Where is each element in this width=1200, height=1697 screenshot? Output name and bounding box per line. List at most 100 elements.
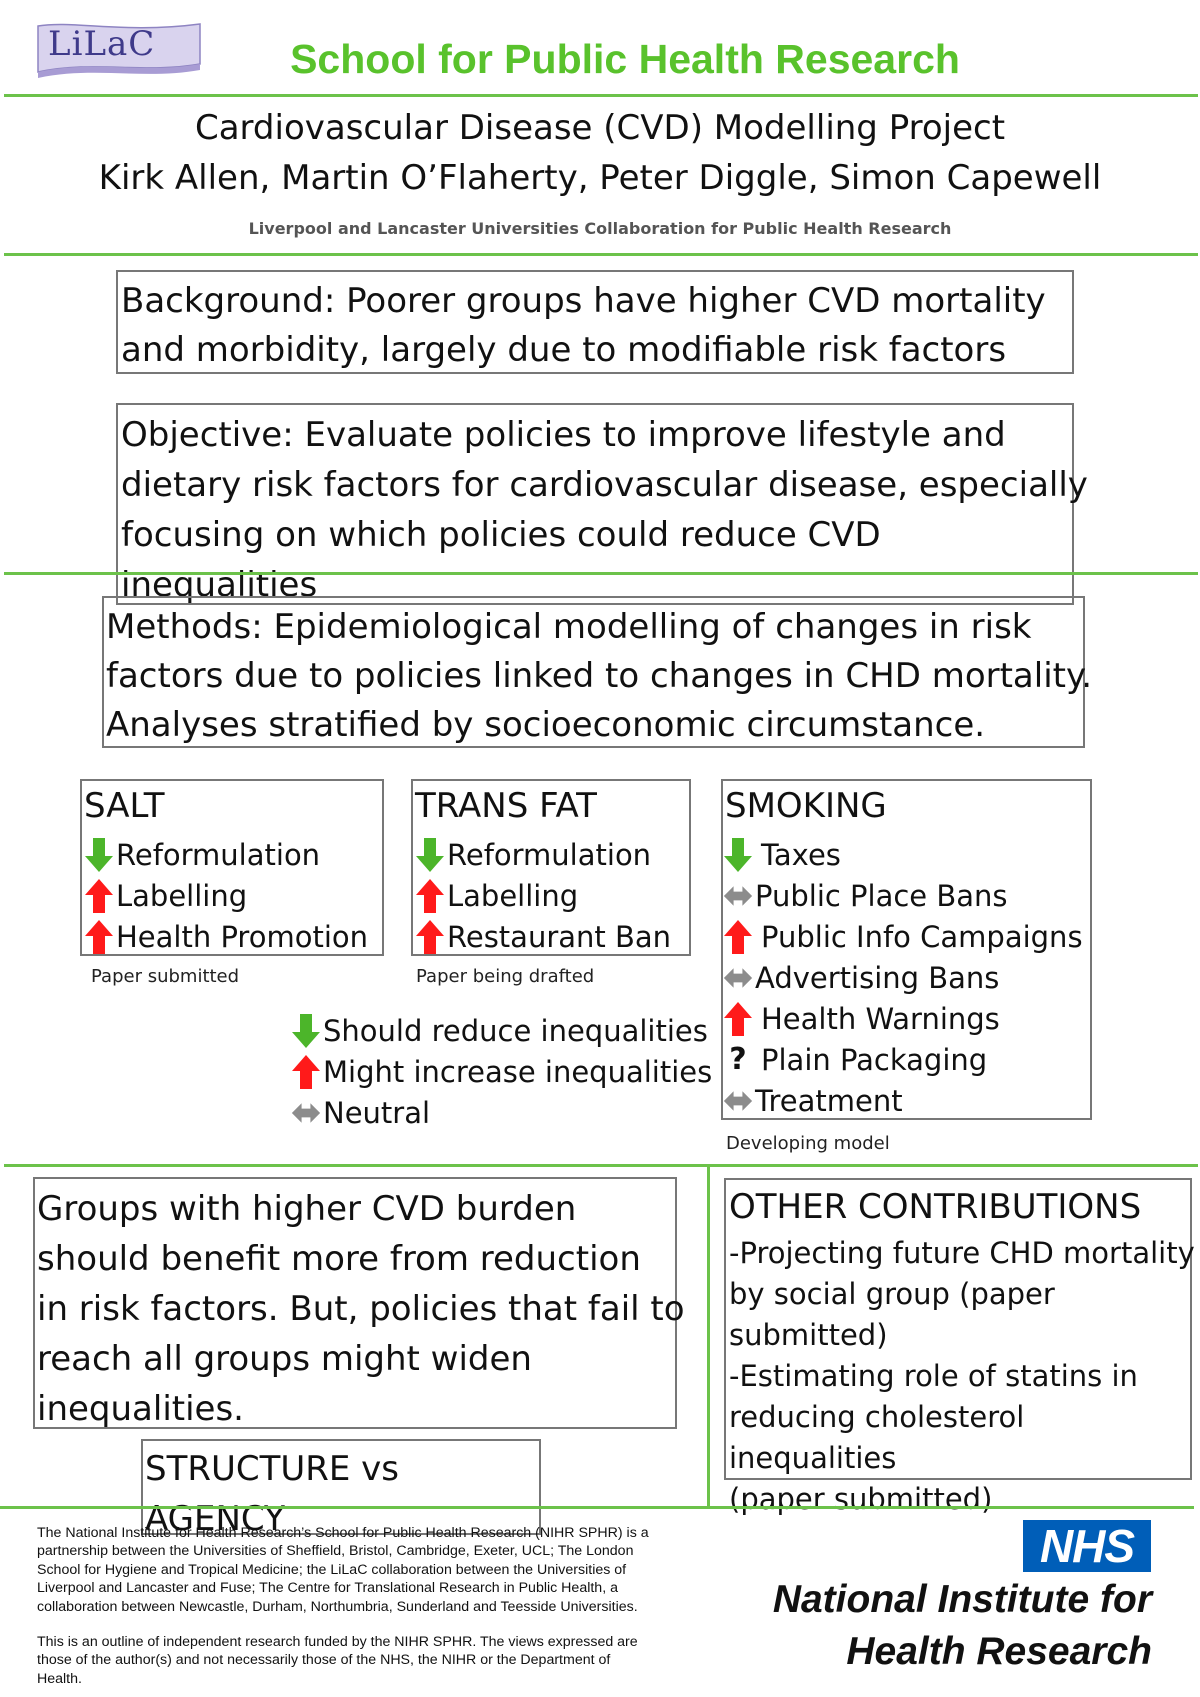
footer-line: This is an outline of independent resear…: [37, 1634, 638, 1650]
salt-box: [80, 779, 384, 956]
nihr-name: National Institute for Health Research: [773, 1574, 1152, 1678]
salt-item-label: Health Promotion: [116, 919, 368, 954]
other-line: -Projecting future CHD mortality: [729, 1236, 1195, 1270]
trans-fat-list: Reformulation Labelling Restaurant Ban: [415, 834, 671, 957]
project-title: Cardiovascular Disease (CVD) Modelling P…: [194, 108, 1006, 148]
list-item: Labelling: [415, 875, 671, 916]
nhs-logo: NHS: [1023, 1520, 1151, 1572]
arrow-down-green-icon: [415, 837, 445, 873]
methods-line: factors due to policies linked to change…: [106, 656, 1093, 696]
list-item: Public Info Campaigns: [723, 916, 1083, 957]
smoking-item-label: Advertising Bans: [755, 960, 1000, 995]
methods-box: [102, 596, 1085, 748]
divider-footer: [0, 1506, 1194, 1509]
smoking-item-label: Public Place Bans: [755, 878, 1008, 913]
other-contributions-text: -Projecting future CHD mortality by soci…: [729, 1233, 1200, 1520]
arrow-up-red-icon: [84, 919, 114, 955]
footer-line: School for Hygiene and Tropical Medicine…: [37, 1561, 627, 1578]
smoking-item-label: Public Info Campaigns: [761, 919, 1083, 954]
nihr-line: Health Research: [846, 1630, 1152, 1673]
smoking-item-label: Health Warnings: [761, 1001, 1000, 1036]
structure-agency-box: [141, 1439, 541, 1535]
groups-text: Groups with higher CVD burden should ben…: [37, 1184, 685, 1434]
divider-mid: [4, 572, 1198, 575]
list-item: Health Warnings: [723, 998, 1083, 1039]
divider-top: [4, 94, 1198, 97]
list-item: Health Promotion: [84, 916, 368, 957]
list-item: Labelling: [84, 875, 368, 916]
nihr-line: National Institute for: [772, 1578, 1152, 1621]
legend-label: Might increase inequalities: [323, 1054, 713, 1089]
legend-item: Should reduce inequalities: [291, 1010, 712, 1051]
arrow-up-red-icon: [723, 1001, 753, 1037]
salt-list: Reformulation Labelling Health Promotion: [84, 834, 368, 957]
list-item: Treatment: [723, 1080, 1083, 1121]
list-item: Advertising Bans: [723, 957, 1083, 998]
other-contributions-box: [724, 1178, 1192, 1480]
list-item: Taxes: [723, 834, 1083, 875]
double-arrow-grey-icon: [723, 878, 753, 914]
salt-status: Paper submitted: [91, 966, 240, 987]
other-line: (paper submitted): [729, 1482, 993, 1516]
smoking-box: [721, 779, 1092, 1120]
arrow-up-red-icon: [723, 919, 753, 955]
legend-label: Should reduce inequalities: [323, 1013, 708, 1048]
footer-partnership: The National Institute for Health Resear…: [37, 1524, 697, 1616]
double-arrow-grey-icon: [723, 960, 753, 996]
salt-item-label: Reformulation: [116, 837, 321, 872]
list-item: Reformulation: [415, 834, 671, 875]
footer-disclaimer: This is an outline of independent resear…: [37, 1633, 697, 1688]
question-mark-icon: ?: [729, 1042, 747, 1077]
background-line: and morbidity, largely due to modifiable…: [121, 330, 1007, 370]
other-line: submitted): [729, 1318, 888, 1352]
objective-text: Objective: Evaluate policies to improve …: [121, 410, 1088, 610]
methods-text: Methods: Epidemiological modelling of ch…: [106, 603, 1092, 750]
authors: Kirk Allen, Martin O’Flaherty, Peter Dig…: [98, 158, 1102, 198]
smoking-item-label: Taxes: [761, 837, 841, 872]
footer-line: those of the author(s) and not necessari…: [37, 1652, 611, 1669]
smoking-heading: SMOKING: [725, 786, 887, 826]
background-line: Background: Poorer groups have higher CV…: [121, 281, 1046, 321]
divider-lower: [4, 1164, 1198, 1167]
footer-line: Health.: [37, 1670, 82, 1687]
smoking-item-label: Plain Packaging: [761, 1042, 988, 1077]
other-contributions-heading: OTHER CONTRIBUTIONS: [729, 1187, 1142, 1227]
groups-line: should benefit more from reduction: [37, 1239, 641, 1279]
salt-heading: SALT: [84, 786, 165, 826]
list-item: Restaurant Ban: [415, 916, 671, 957]
legend-item: Neutral: [291, 1092, 712, 1133]
footer-line: Liverpool and Lancaster and Fuse; The Ce…: [37, 1580, 618, 1597]
double-arrow-grey-icon: [291, 1095, 321, 1131]
background-text: Background: Poorer groups have higher CV…: [121, 277, 1046, 375]
lilac-logo-icon: [37, 23, 201, 78]
structure-line: AGENCY: [145, 1499, 285, 1539]
objective-line: dietary risk factors for cardiovascular …: [121, 465, 1088, 505]
trans-fat-status: Paper being drafted: [416, 966, 595, 987]
arrow-up-red-icon: [291, 1054, 321, 1090]
structure-agency-text: STRUCTURE vs AGENCY: [145, 1444, 399, 1544]
footer-line: partnership between the Universities of …: [37, 1543, 634, 1560]
other-line: -Estimating role of statins in: [729, 1359, 1138, 1393]
objective-line: focusing on which policies could reduce …: [121, 515, 881, 555]
lilac-logo-text: LiLaC: [48, 24, 156, 64]
trans-fat-box: [411, 779, 691, 956]
list-item: Public Place Bans: [723, 875, 1083, 916]
trans-fat-item-label: Restaurant Ban: [447, 919, 672, 954]
page-title: School for Public Health Research: [290, 36, 960, 82]
arrow-up-red-icon: [84, 878, 114, 914]
footer-line: collaboration between Newcastle, Durham,…: [37, 1598, 638, 1615]
legend: Should reduce inequalities Might increas…: [291, 1010, 712, 1133]
divider-header: [4, 253, 1198, 256]
background-box: [116, 270, 1074, 374]
nhs-logo-text: NHS: [1039, 1520, 1135, 1572]
divider-vertical: [707, 1164, 710, 1506]
structure-line: STRUCTURE vs: [145, 1449, 400, 1489]
legend-label: Neutral: [323, 1095, 431, 1130]
trans-fat-item-label: Labelling: [447, 878, 579, 913]
objective-line: Objective: Evaluate policies to improve …: [121, 415, 1006, 455]
groups-box: [33, 1177, 677, 1429]
smoking-list: Taxes Public Place Bans Public Info Camp…: [723, 834, 1083, 1121]
salt-item-label: Labelling: [116, 878, 248, 913]
arrow-up-red-icon: [415, 919, 445, 955]
groups-line: Groups with higher CVD burden: [37, 1189, 577, 1229]
